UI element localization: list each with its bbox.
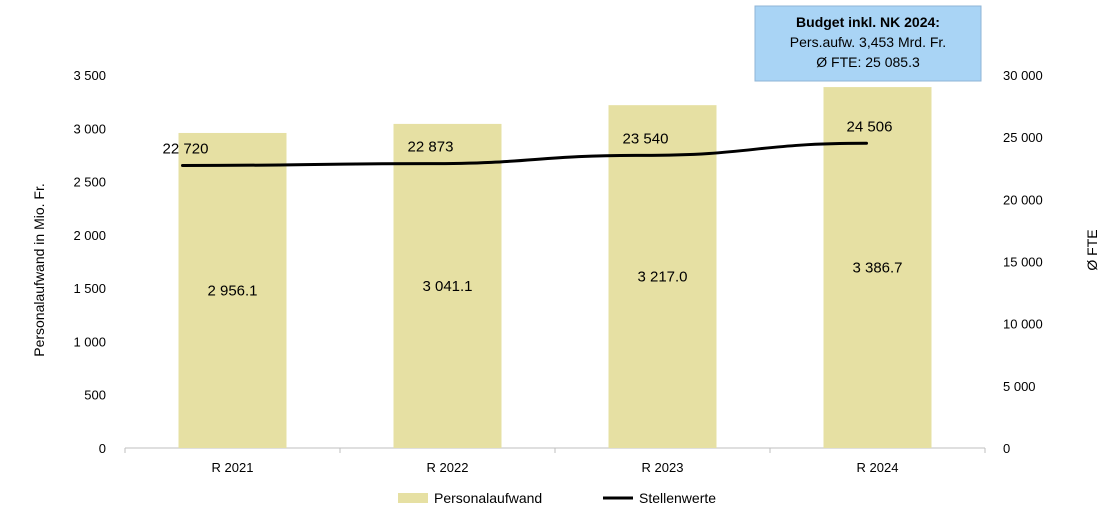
y2-tick-label: 20 000 [1003,192,1043,207]
bar-value-label: 3 386.7 [852,260,902,277]
y-tick-label: 500 [84,388,106,403]
y-tick-label: 1 000 [73,334,106,349]
x-axis-ticks: R 2021 R 2022 R 2023 R 2024 [124,448,986,475]
annotation-line-2: Ø FTE: 25 085.3 [816,54,920,70]
annotation-box: Budget inkl. NK 2024: Pers.aufw. 3,453 M… [754,5,982,82]
y-tick-label: 0 [99,441,106,456]
y2-axis-title: Ø FTE [1084,229,1100,270]
y-tick-label: 3 000 [73,121,106,136]
bar [608,105,717,448]
y-axis-title: Personalaufwand in Mio. Fr. [31,183,47,357]
x-tick-label: R 2022 [427,460,469,475]
line-series [181,141,868,168]
legend-label-stellenwerte: Stellenwerte [639,490,716,506]
bar [823,87,932,449]
y2-tick-label: 0 [1003,441,1010,456]
y2-tick-label: 25 000 [1003,130,1043,145]
y2-tick-label: 30 000 [1003,68,1043,83]
line-value-label: 24 506 [847,118,893,135]
bar-series [178,87,932,449]
y2-tick-label: 15 000 [1003,255,1043,270]
bar [393,123,502,448]
y-tick-label: 2 000 [73,228,106,243]
x-tick-label: R 2023 [642,460,684,475]
y2-tick-label: 5 000 [1003,379,1036,394]
line-value-label: 23 540 [623,130,669,147]
legend-label-personalaufwand: Personalaufwand [434,490,542,506]
y-tick-label: 2 500 [73,175,106,190]
right-axis-ticks: 0 5 000 10 000 15 000 20 000 25 000 30 000 [1003,68,1043,456]
line-value-label: 22 720 [163,141,209,158]
legend-swatch-personalaufwand [398,493,428,503]
bar-value-label: 3 217.0 [637,269,687,286]
annotation-line-1: Pers.aufw. 3,453 Mrd. Fr. [790,34,946,50]
line-path [181,141,868,168]
y2-tick-label: 10 000 [1003,317,1043,332]
annotation-background [754,5,982,82]
x-tick-label: R 2024 [857,460,899,475]
y-tick-label: 3 500 [73,68,106,83]
annotation-title: Budget inkl. NK 2024: [796,14,940,30]
bar-value-label: 3 041.1 [422,278,472,295]
legend: Personalaufwand Stellenwerte [398,490,716,506]
line-value-label: 22 873 [408,139,454,156]
left-axis-ticks: 0 500 1 000 1 500 2 000 2 500 3 000 3 500 [73,68,106,456]
bar-data-labels: 2 956.1 3 041.1 3 217.0 3 386.7 [207,260,902,300]
bar-value-label: 2 956.1 [207,282,257,299]
line-data-labels: 22 720 22 873 23 540 24 506 [163,118,893,157]
bar [178,132,287,448]
x-tick-label: R 2021 [212,460,254,475]
y-tick-label: 1 500 [73,281,106,296]
